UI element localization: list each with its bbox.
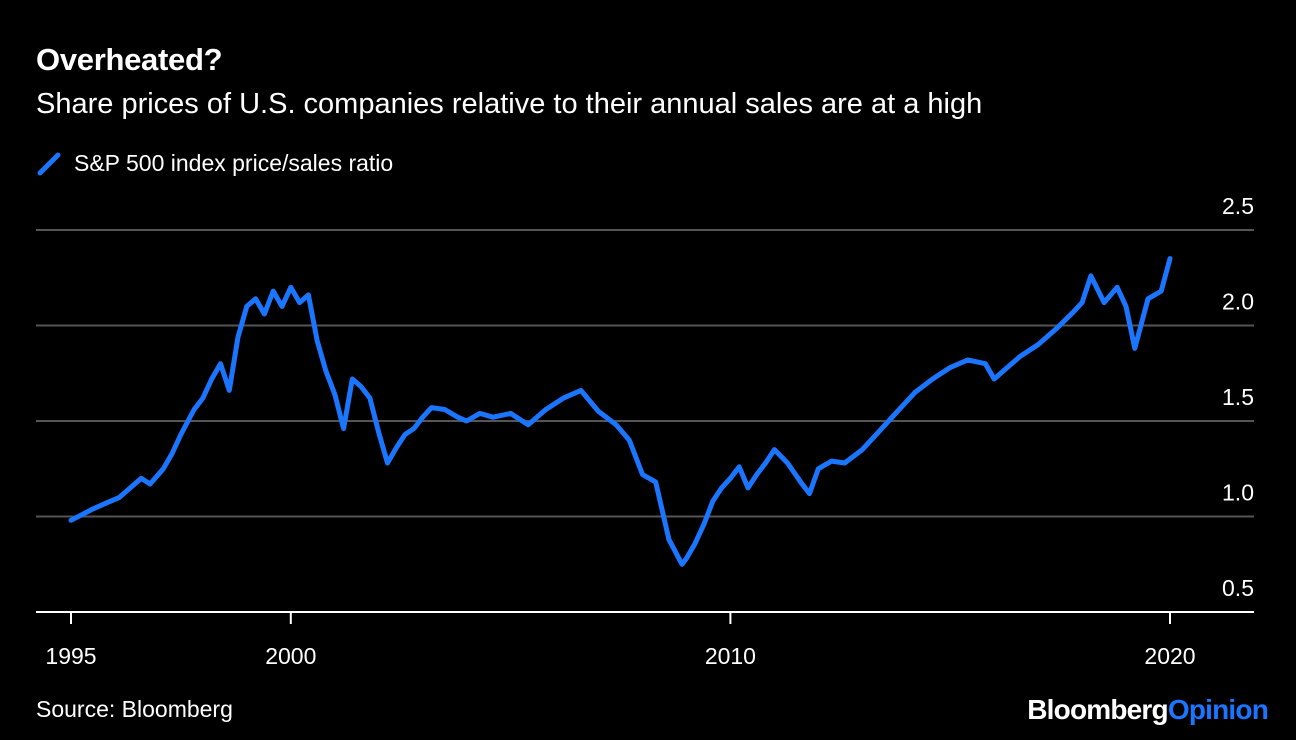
legend: S&P 500 index price/sales ratio: [36, 150, 393, 177]
x-tick-label: 2000: [265, 643, 316, 669]
chart-subtitle: Share prices of U.S. companies relative …: [36, 88, 983, 120]
y-axis-ticks: 0.5 1.0 1.5 2.0 2.5: [1222, 193, 1254, 601]
chart-title: Overheated?: [36, 42, 223, 77]
x-axis: 1995 2000 2010 2020: [36, 611, 1254, 669]
legend-line-icon: [37, 152, 61, 175]
x-tick-label: 2020: [1144, 643, 1195, 669]
y-tick-label: 1.5: [1222, 384, 1254, 410]
source-note: Source: Bloomberg: [36, 696, 233, 722]
legend-label: S&P 500 index price/sales ratio: [74, 150, 394, 176]
x-tick-label: 1995: [45, 643, 96, 669]
series-line: [68, 256, 1173, 567]
brand-logo: BloombergOpinion: [1027, 694, 1269, 726]
y-tick-label: 2.5: [1222, 193, 1254, 219]
series-group: [68, 256, 1173, 567]
y-tick-label: 2.0: [1222, 289, 1254, 315]
brand-bloomberg: Bloomberg: [1027, 694, 1168, 725]
brand-opinion: Opinion: [1167, 694, 1269, 725]
y-tick-label: 1.0: [1222, 480, 1254, 506]
x-tick-label: 2010: [705, 643, 756, 669]
y-tick-label: 0.5: [1222, 575, 1254, 601]
